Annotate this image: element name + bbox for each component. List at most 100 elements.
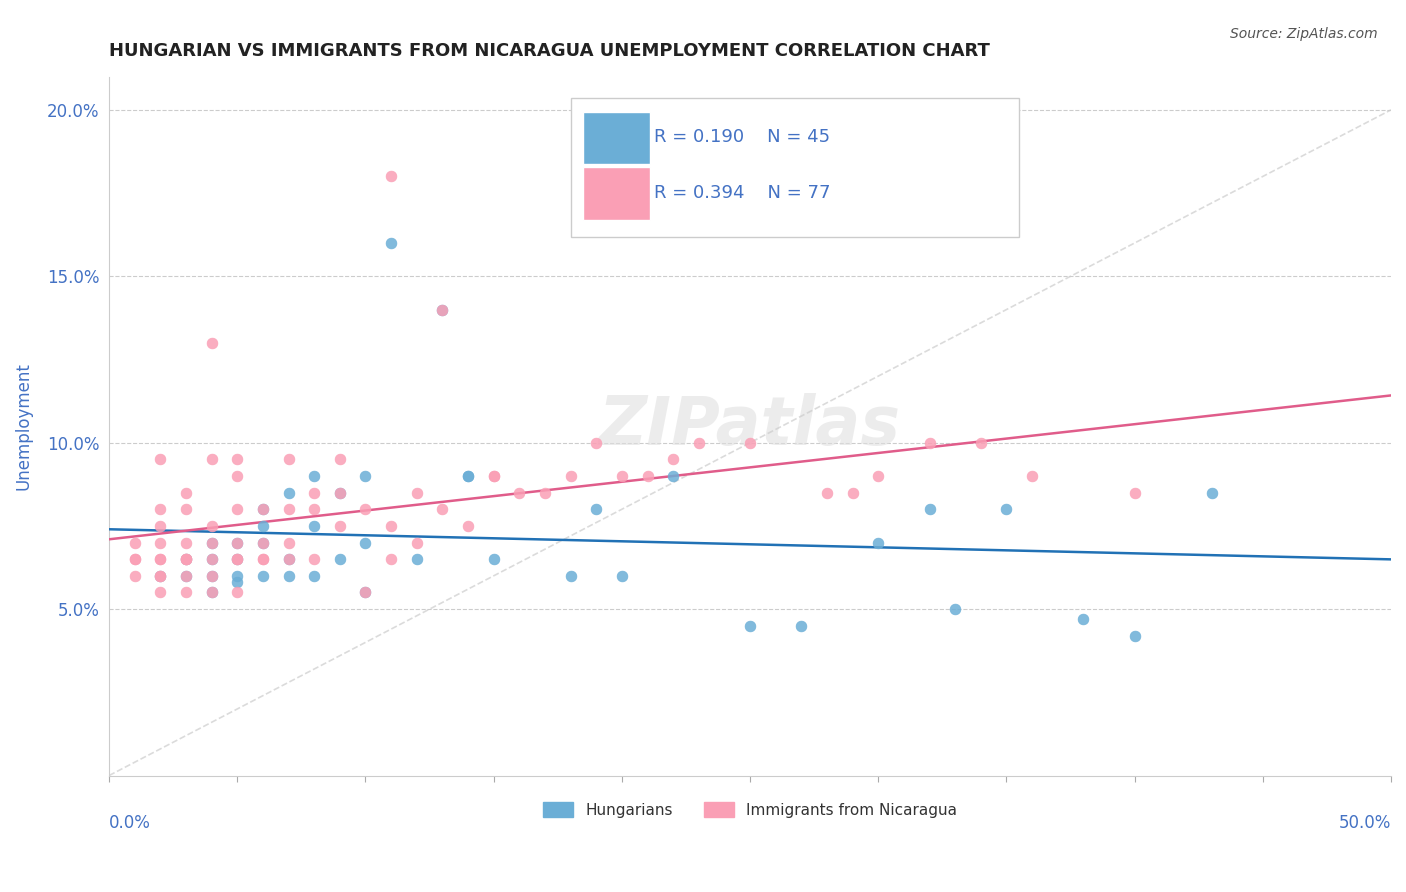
Point bbox=[277, 485, 299, 500]
FancyBboxPatch shape bbox=[583, 168, 650, 219]
Point bbox=[868, 469, 890, 483]
Point bbox=[482, 469, 505, 483]
Point bbox=[302, 569, 325, 583]
Point bbox=[201, 535, 224, 549]
Point bbox=[174, 552, 197, 566]
Point bbox=[868, 535, 890, 549]
Point bbox=[302, 469, 325, 483]
Point bbox=[1201, 485, 1223, 500]
Point bbox=[174, 535, 197, 549]
Point bbox=[560, 569, 582, 583]
Point bbox=[457, 469, 479, 483]
Point bbox=[302, 485, 325, 500]
Point bbox=[201, 552, 224, 566]
Text: R = 0.394    N = 77: R = 0.394 N = 77 bbox=[654, 185, 831, 202]
Point bbox=[585, 502, 607, 516]
Point bbox=[277, 452, 299, 467]
Point bbox=[329, 485, 352, 500]
Point bbox=[226, 575, 249, 590]
Point bbox=[174, 552, 197, 566]
Point bbox=[277, 535, 299, 549]
Point bbox=[508, 485, 530, 500]
Point bbox=[174, 569, 197, 583]
Point bbox=[174, 485, 197, 500]
Point bbox=[1123, 629, 1146, 643]
Point bbox=[252, 502, 274, 516]
Point bbox=[149, 535, 172, 549]
Point bbox=[354, 502, 377, 516]
Point bbox=[970, 435, 993, 450]
Point bbox=[610, 569, 633, 583]
Point bbox=[302, 519, 325, 533]
Point bbox=[174, 552, 197, 566]
Point bbox=[688, 435, 710, 450]
Point bbox=[124, 552, 146, 566]
Point bbox=[995, 502, 1018, 516]
Point bbox=[457, 469, 479, 483]
Point bbox=[252, 569, 274, 583]
Point bbox=[252, 552, 274, 566]
Point bbox=[405, 485, 427, 500]
Point bbox=[432, 502, 454, 516]
Point bbox=[534, 485, 557, 500]
Point bbox=[226, 569, 249, 583]
Point bbox=[277, 502, 299, 516]
Point bbox=[174, 569, 197, 583]
Point bbox=[174, 502, 197, 516]
Point bbox=[226, 552, 249, 566]
Point bbox=[302, 552, 325, 566]
Point bbox=[329, 552, 352, 566]
Point bbox=[201, 519, 224, 533]
Point bbox=[277, 552, 299, 566]
Point bbox=[329, 452, 352, 467]
Point bbox=[432, 302, 454, 317]
Point bbox=[380, 235, 402, 250]
Point bbox=[252, 535, 274, 549]
Legend: Hungarians, Immigrants from Nicaragua: Hungarians, Immigrants from Nicaragua bbox=[537, 796, 963, 824]
Point bbox=[432, 302, 454, 317]
Point bbox=[302, 502, 325, 516]
Point bbox=[354, 585, 377, 599]
Point bbox=[149, 552, 172, 566]
Point bbox=[405, 535, 427, 549]
Point bbox=[201, 552, 224, 566]
Point bbox=[201, 569, 224, 583]
Point bbox=[149, 519, 172, 533]
Point bbox=[201, 335, 224, 350]
Point bbox=[226, 469, 249, 483]
Point bbox=[380, 552, 402, 566]
Point bbox=[1123, 485, 1146, 500]
Point bbox=[201, 585, 224, 599]
Point bbox=[918, 502, 941, 516]
Point bbox=[354, 469, 377, 483]
Point bbox=[662, 452, 685, 467]
Point bbox=[252, 552, 274, 566]
Point bbox=[201, 452, 224, 467]
Point bbox=[252, 502, 274, 516]
Point bbox=[149, 569, 172, 583]
Text: 0.0%: 0.0% bbox=[110, 814, 150, 832]
Point bbox=[174, 552, 197, 566]
Point bbox=[354, 585, 377, 599]
Point bbox=[149, 502, 172, 516]
Point bbox=[1073, 612, 1095, 626]
Point bbox=[329, 485, 352, 500]
Point bbox=[226, 452, 249, 467]
Point bbox=[405, 552, 427, 566]
Point bbox=[457, 519, 479, 533]
Point bbox=[149, 569, 172, 583]
Point bbox=[201, 535, 224, 549]
Point bbox=[738, 435, 761, 450]
Point bbox=[124, 569, 146, 583]
Point bbox=[277, 552, 299, 566]
Point bbox=[226, 552, 249, 566]
Point bbox=[738, 619, 761, 633]
FancyBboxPatch shape bbox=[571, 97, 1019, 237]
Point bbox=[149, 569, 172, 583]
Point bbox=[329, 519, 352, 533]
Point bbox=[226, 585, 249, 599]
Point bbox=[380, 169, 402, 184]
Point bbox=[149, 452, 172, 467]
Point bbox=[277, 569, 299, 583]
Text: HUNGARIAN VS IMMIGRANTS FROM NICARAGUA UNEMPLOYMENT CORRELATION CHART: HUNGARIAN VS IMMIGRANTS FROM NICARAGUA U… bbox=[110, 42, 990, 60]
